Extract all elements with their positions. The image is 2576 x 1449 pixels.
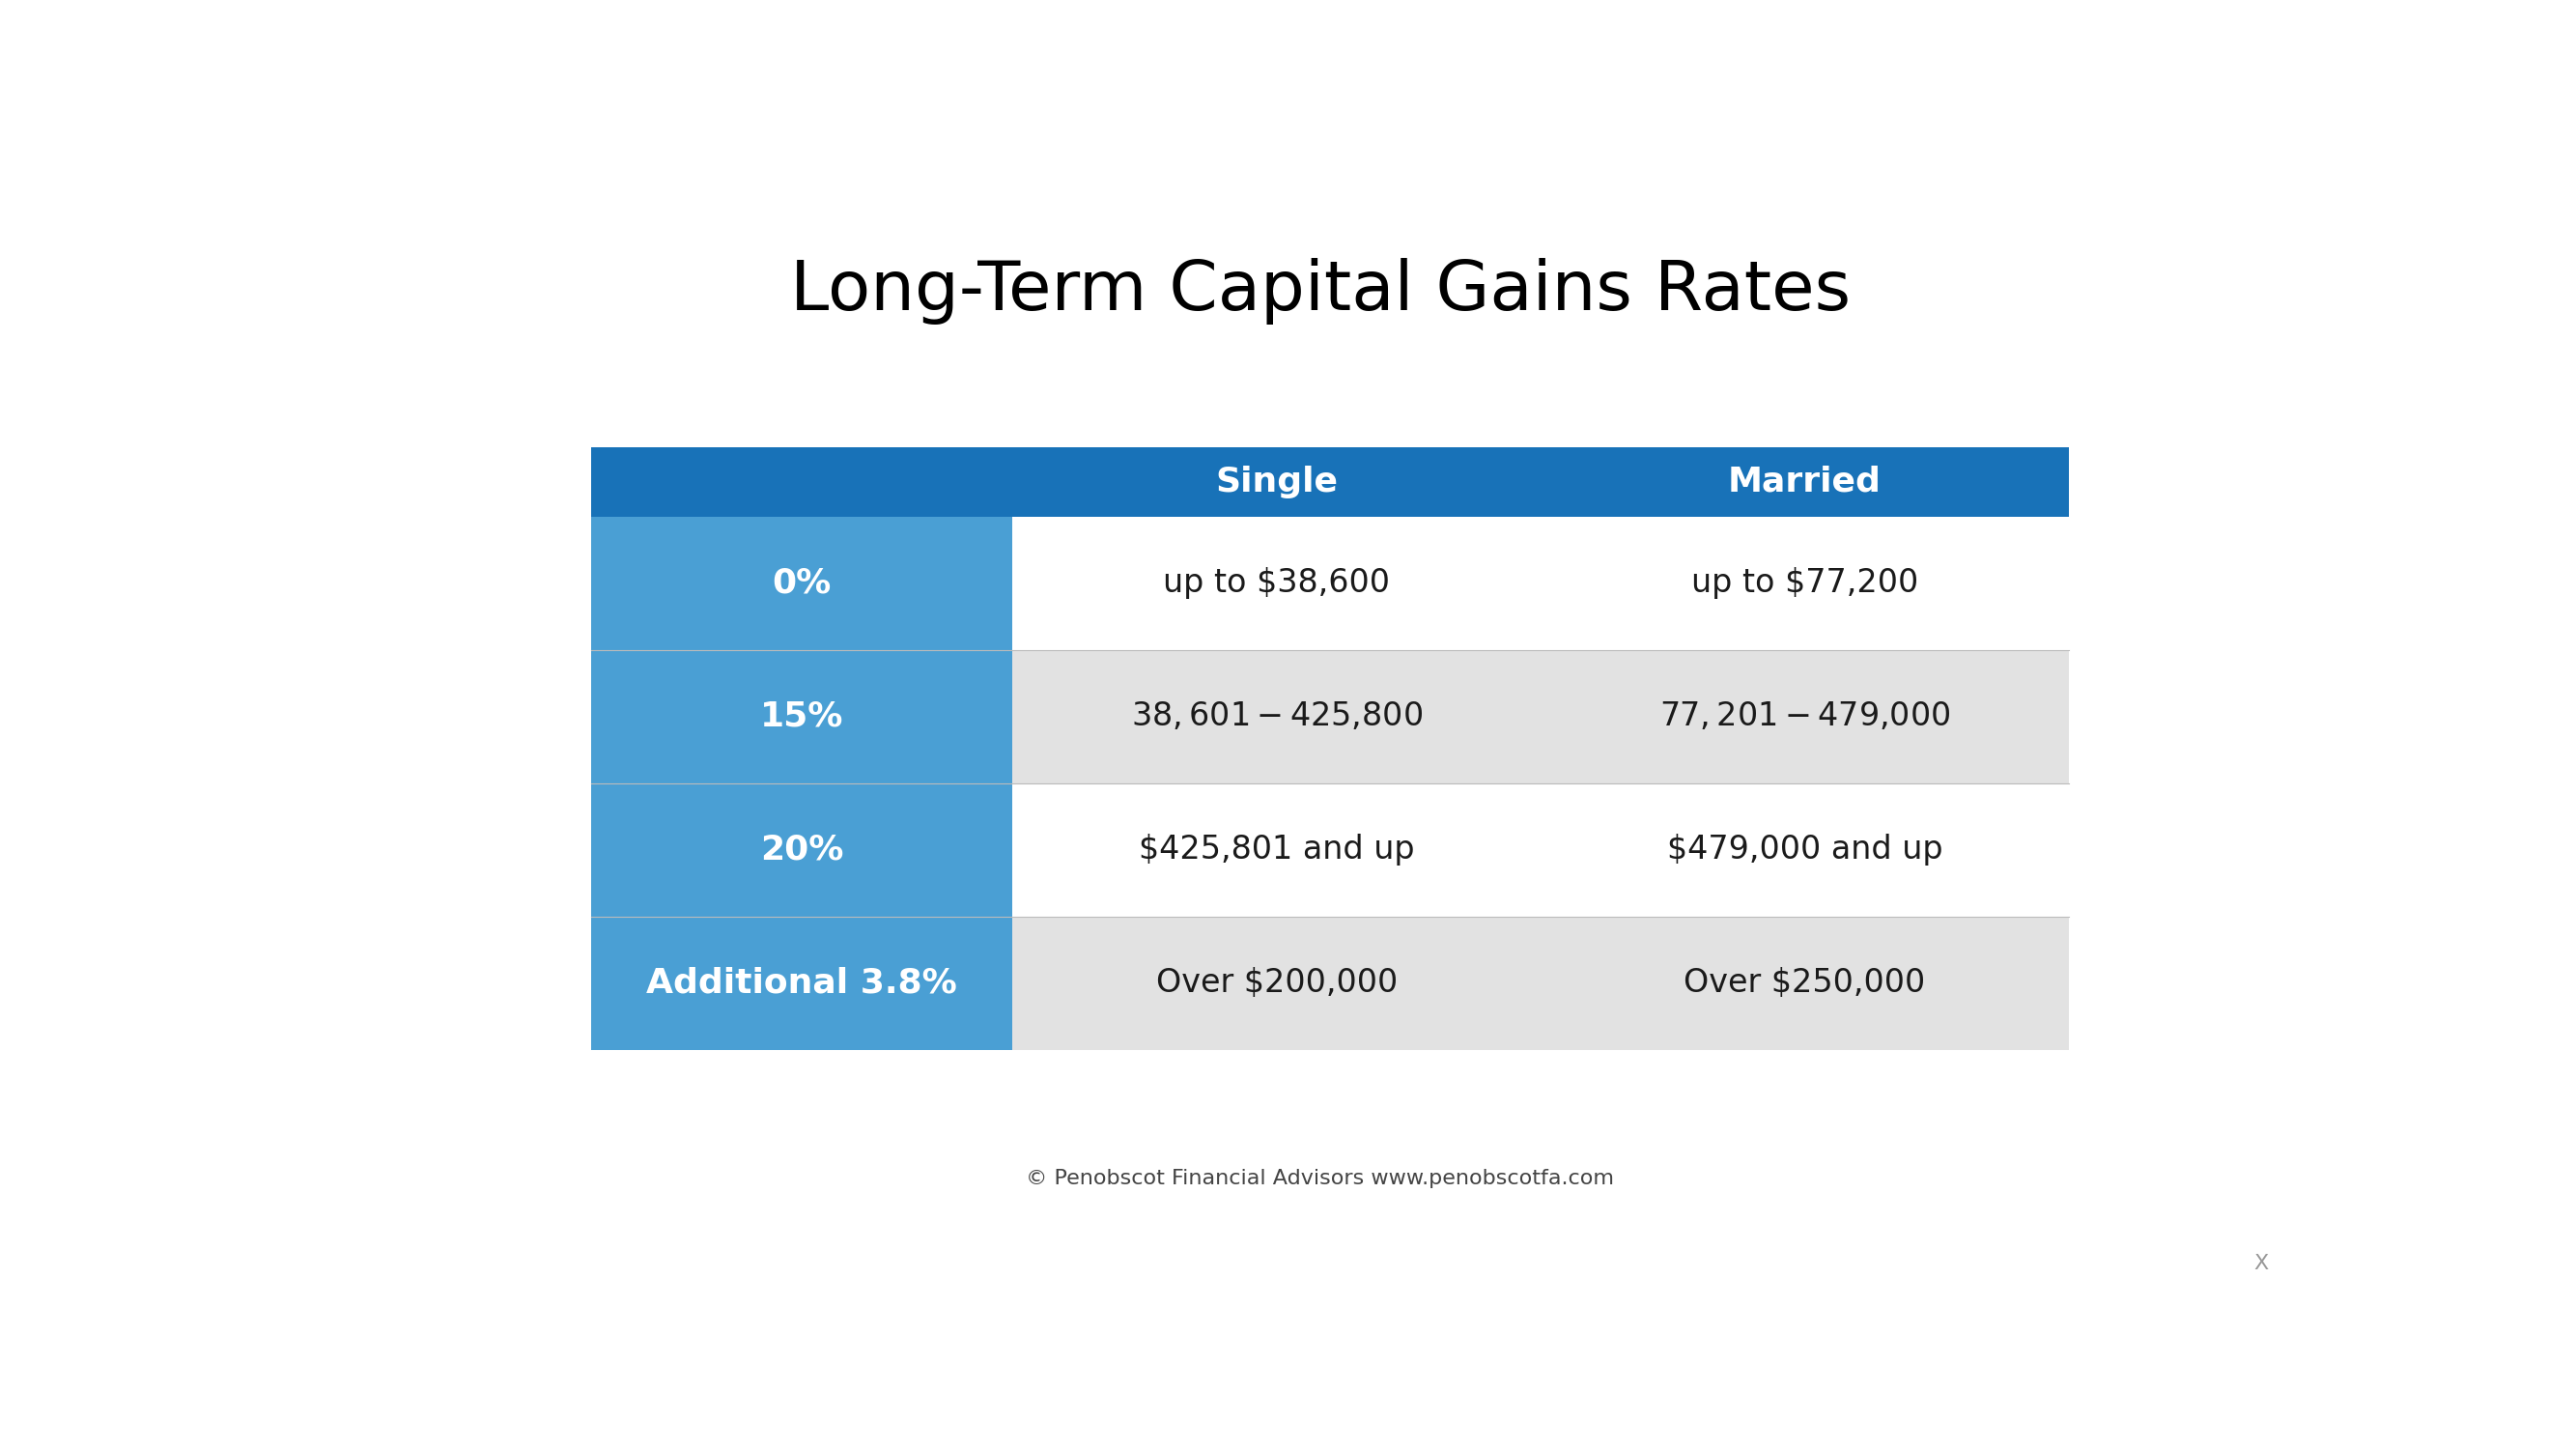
Bar [1540,516,2069,649]
Text: Additional 3.8%: Additional 3.8% [647,966,958,1000]
Bar [1012,649,1540,782]
Text: up to $38,600: up to $38,600 [1164,567,1391,598]
Bar [592,916,1012,1049]
Text: $38,601 - $425,800: $38,601 - $425,800 [1131,700,1422,732]
Text: 15%: 15% [760,700,845,733]
Bar [592,649,1012,782]
Text: $77,201 - $479,000: $77,201 - $479,000 [1659,700,1950,732]
Text: Over $200,000: Over $200,000 [1157,966,1399,998]
Text: X: X [2254,1253,2269,1272]
Bar [1540,782,2069,916]
Text: Long-Term Capital Gains Rates: Long-Term Capital Gains Rates [791,258,1850,325]
Text: Over $250,000: Over $250,000 [1685,966,1927,998]
Bar [1012,448,1540,516]
Bar [1012,516,1540,649]
Text: $425,801 and up: $425,801 and up [1139,833,1414,865]
Text: 0%: 0% [773,567,832,600]
Bar [1540,649,2069,782]
Text: © Penobscot Financial Advisors www.penobscotfa.com: © Penobscot Financial Advisors www.penob… [1025,1168,1615,1188]
Bar [1012,916,1540,1049]
Text: 20%: 20% [760,833,845,867]
Bar [592,782,1012,916]
Text: up to $77,200: up to $77,200 [1692,567,1919,598]
Text: Married: Married [1728,465,1880,498]
Bar [1540,916,2069,1049]
Bar [592,516,1012,649]
Bar [1540,448,2069,516]
Text: Single: Single [1216,465,1337,498]
Text: $479,000 and up: $479,000 and up [1667,833,1942,865]
Bar [592,448,1012,516]
Bar [1012,782,1540,916]
